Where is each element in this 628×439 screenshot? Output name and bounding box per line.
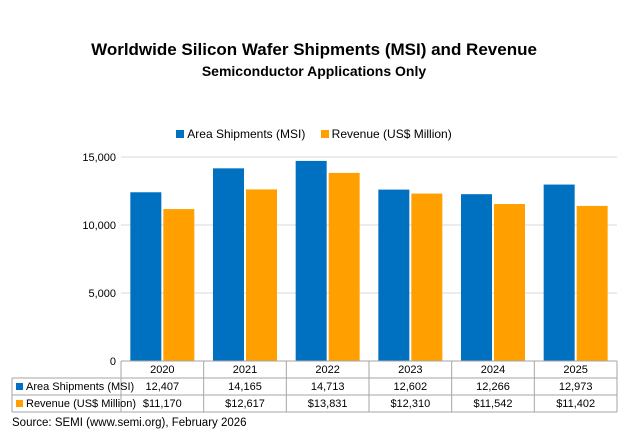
legend-item-revenue: Revenue (US$ Million) [320,127,452,141]
y-tick-label: 10,000 [82,220,116,232]
bar-revenue [411,193,443,361]
bar-shipments [130,192,162,361]
x-tick-label: 2023 [398,364,422,376]
source-note: Source: SEMI (www.semi.org), February 20… [12,417,247,429]
table-row-label-revenue: Revenue (US$ Million) [26,398,136,410]
table-cell-shipments: 12,266 [476,381,510,393]
bar-shipments [378,189,410,361]
table-key-shipments [16,383,23,390]
bar-shipments [461,194,492,361]
bar-revenue [163,209,195,361]
table-cell-shipments: 12,973 [559,381,593,393]
table-key-revenue [16,400,23,407]
table-cell-shipments: 14,165 [228,381,262,393]
x-tick-label: 2024 [481,364,505,376]
x-tick-label: 2020 [150,364,174,376]
table-cell-revenue: $13,831 [308,398,348,410]
table-cell-shipments: 14,713 [311,381,345,393]
bar-shipments [295,160,327,361]
bar-revenue [328,172,360,361]
y-tick-label: 5,000 [88,288,116,300]
table-cell-revenue: $11,170 [143,398,182,410]
table-cell-revenue: $11,542 [474,398,513,410]
bar-revenue [494,204,525,361]
chart-subtitle: Semiconductor Applications Only [201,63,427,79]
legend-swatch-revenue [320,130,329,138]
x-tick-label: 2021 [233,364,257,376]
y-tick-label: 0 [110,356,116,368]
table-row-label-shipments: Area Shipments (MSI) [26,381,134,393]
table-cell-revenue: $12,310 [390,398,430,410]
table-cell-shipments: 12,407 [146,381,180,393]
table-cell-revenue: $11,402 [556,398,595,410]
legend: Area Shipments (MSI) Revenue (US$ Millio… [0,127,628,141]
y-tick-label: 15,000 [82,152,116,164]
x-tick-label: 2022 [315,364,339,376]
bar-shipments [543,184,575,361]
table-cell-revenue: $12,617 [225,398,265,410]
legend-label-revenue: Revenue (US$ Million) [331,127,452,141]
legend-label-shipments: Area Shipments (MSI) [187,127,306,141]
chart-title: Worldwide Silicon Wafer Shipments (MSI) … [91,40,537,59]
bar-revenue [246,189,277,361]
bar-revenue [576,205,608,361]
legend-item-shipments: Area Shipments (MSI) [176,127,305,141]
bar-shipments [213,168,244,361]
table-cell-shipments: 12,602 [394,381,428,393]
legend-swatch-shipments [176,130,185,138]
x-tick-label: 2025 [563,364,587,376]
